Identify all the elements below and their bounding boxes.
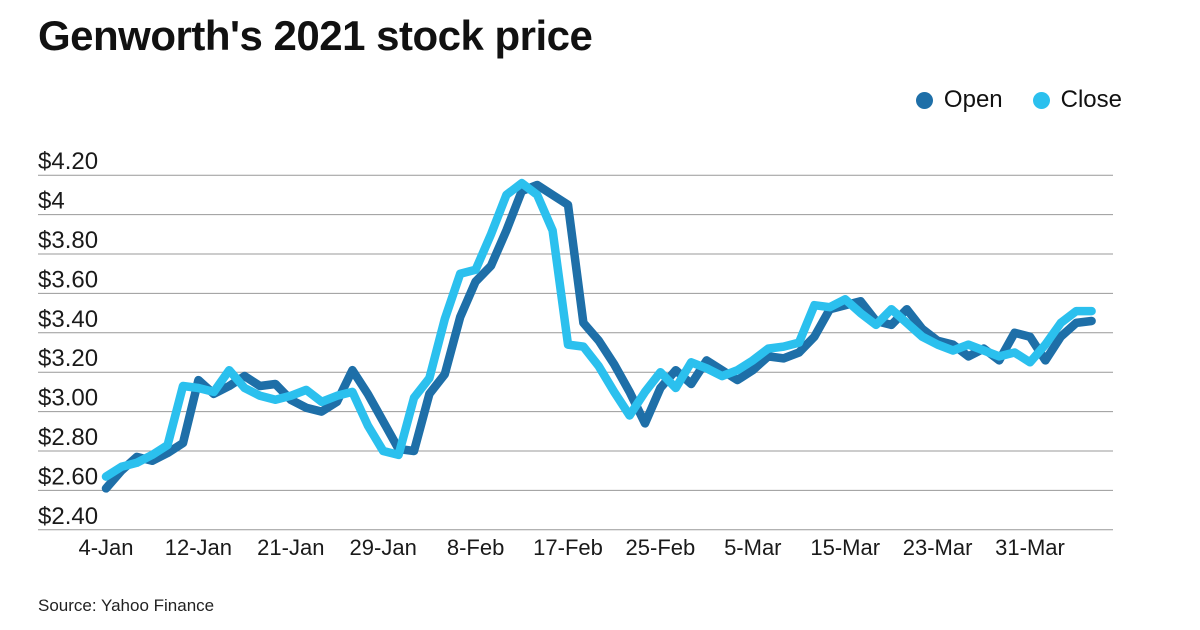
source-attribution: Source: Yahoo Finance	[38, 596, 215, 615]
x-tick-label: 5-Mar	[724, 535, 781, 560]
legend-label-close: Close	[1060, 86, 1122, 113]
close-price-line	[101, 178, 1096, 481]
close-series-dot-icon	[1032, 91, 1050, 109]
x-tick-label: 17-Feb	[533, 535, 603, 560]
y-tick-label: $2.60	[38, 463, 98, 490]
y-tick-label: $2.80	[38, 424, 98, 451]
y-tick-label: $4	[38, 188, 65, 215]
x-tick-label: 31-Mar	[995, 535, 1065, 560]
y-tick-label: $3.00	[38, 385, 98, 412]
legend-item-close: Close	[1032, 86, 1122, 114]
y-tick-label: $4.20	[38, 148, 98, 175]
legend-label-open: Open	[943, 86, 1003, 113]
open-price-line	[101, 180, 1096, 493]
legend: Open Close	[915, 86, 1122, 114]
x-tick-label: 23-Mar	[903, 535, 973, 560]
y-tick-label: $3.60	[38, 266, 98, 293]
x-tick-label: 8-Feb	[447, 535, 504, 560]
y-tick-label: $3.20	[38, 345, 98, 372]
x-tick-label: 4-Jan	[78, 535, 133, 560]
x-tick-label: 15-Mar	[810, 535, 880, 560]
y-tick-label: $3.40	[38, 306, 98, 333]
open-series-dot-icon	[915, 91, 933, 109]
x-tick-label: 25-Feb	[626, 535, 696, 560]
chart-title: Genworth's 2021 stock price	[38, 12, 593, 59]
x-tick-label: 12-Jan	[165, 535, 232, 560]
y-tick-label: $3.80	[38, 227, 98, 254]
legend-item-open: Open	[915, 86, 1003, 114]
x-tick-label: 29-Jan	[350, 535, 417, 560]
y-tick-label: $2.40	[38, 503, 98, 530]
x-tick-label: 21-Jan	[257, 535, 324, 560]
